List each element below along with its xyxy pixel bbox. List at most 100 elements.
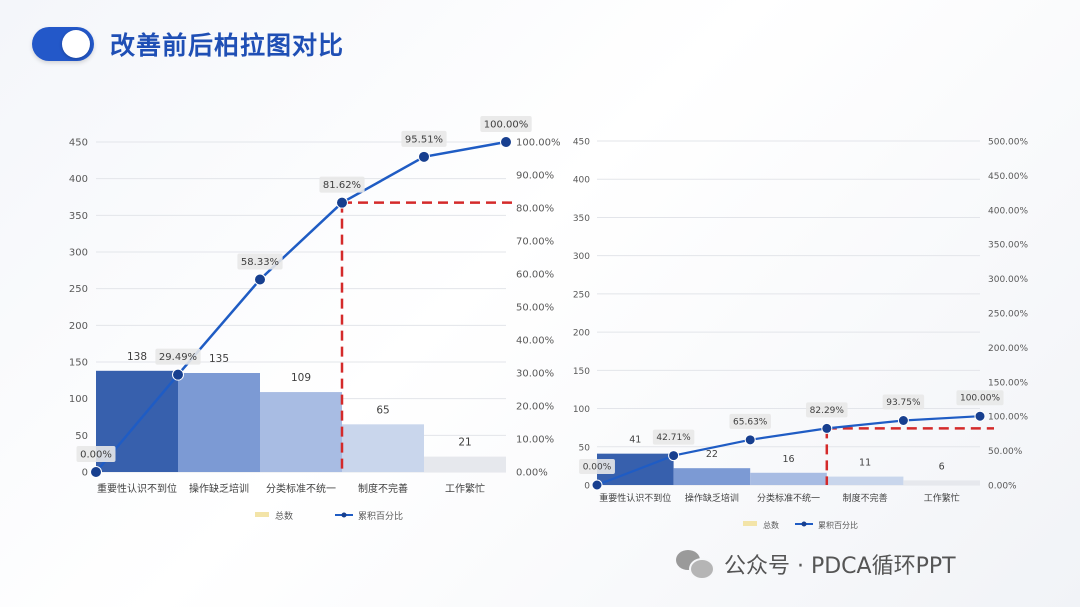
- chart2-cumulative-label-bg: [579, 459, 615, 474]
- chart1-legend-label-bar: 总数: [275, 510, 293, 522]
- chart1-y-tick-label: 200: [69, 321, 88, 332]
- chart2-y2-tick-label: 500.00%: [988, 138, 1028, 148]
- chart1-category-label: 工作繁忙: [445, 482, 485, 495]
- chart1-cumulative-label: 29.49%: [159, 352, 197, 363]
- chart2-y-tick-label: 250: [573, 290, 590, 300]
- chart2-bar: [673, 468, 751, 485]
- chart2-category-label: 重要性认识不到位: [599, 492, 671, 504]
- chart2-cumulative-label: 65.63%: [733, 417, 768, 427]
- chart2-legend-swatch-bar: [743, 521, 757, 526]
- chart2-y2-tick-label: 100.00%: [988, 413, 1028, 423]
- chart1-y2-tick-label: 100.00%: [516, 138, 561, 149]
- chart2-y-tick-label: 350: [573, 214, 590, 224]
- chart2-cumulative-label: 82.29%: [810, 406, 845, 416]
- chart2-cumulative-point: [591, 479, 603, 491]
- chart1-cumulative-label: 81.62%: [323, 180, 361, 191]
- chart2-cumulative-label: 100.00%: [960, 394, 1000, 404]
- chart1-bar: [260, 392, 342, 472]
- chart1-y2-tick-label: 10.00%: [516, 435, 554, 446]
- chart1-y2-tick-label: 30.00%: [516, 369, 554, 380]
- chart1-category-label: 重要性认识不到位: [97, 482, 177, 495]
- chart1-y-tick-label: 450: [69, 138, 88, 149]
- chart2-y2-tick-label: 200.00%: [988, 344, 1028, 354]
- chart2-category-label: 工作繁忙: [924, 492, 960, 504]
- chart2-y-tick-label: 150: [573, 367, 590, 377]
- chart1-bar: [424, 456, 506, 472]
- chart1-bar-value-label: 109: [291, 372, 311, 384]
- chart2-cumulative-label-bg: [806, 402, 848, 418]
- chart1-cumulative-label-bg: [319, 176, 365, 193]
- chart1-y2-tick-label: 90.00%: [516, 171, 554, 182]
- chart1-legend-label-line: 累积百分比: [358, 510, 403, 522]
- chart2-bar: [750, 472, 827, 485]
- chart1-bar: [178, 373, 260, 472]
- chart1-cumulative-point: [254, 273, 266, 286]
- chart2-cumulative-point: [897, 415, 909, 426]
- chart2-y2-tick-label: 300.00%: [988, 275, 1028, 285]
- chart2-y2-tick-label: 0.00%: [988, 482, 1017, 492]
- chart2-bar-value-label: 11: [859, 458, 871, 469]
- chart2-y-tick-label: 400: [573, 176, 590, 186]
- chart2-cumulative-label: 0.00%: [583, 463, 612, 473]
- chart1-y2-tick-label: 60.00%: [516, 270, 554, 281]
- chart1-y-tick-label: 100: [69, 394, 88, 405]
- chart1-cumulative-label-bg: [480, 116, 532, 132]
- chart1-y-tick-label: 250: [69, 284, 88, 295]
- chart1-y2-tick-label: 0.00%: [516, 468, 548, 479]
- chart1-y-tick-label: 300: [69, 248, 88, 259]
- chart1-bar-value-label: 135: [209, 353, 229, 365]
- chart1-bar-value-label: 138: [127, 351, 147, 363]
- chart2-category-label: 制度不完善: [843, 492, 888, 504]
- title-bar: 改善前后柏拉图对比: [32, 22, 344, 66]
- chart1-cumulative-label: 100.00%: [484, 120, 529, 131]
- chart2-bar-value-label: 16: [782, 454, 794, 465]
- chart1-y2-tick-label: 20.00%: [516, 402, 554, 413]
- chart1-y-tick-label: 400: [69, 174, 88, 185]
- chart1-y-tick-label: 0: [82, 468, 88, 479]
- chart1-y2-tick-label: 40.00%: [516, 336, 554, 347]
- chart1-cumulative-point: [500, 136, 512, 148]
- wechat-icon: [676, 548, 715, 580]
- chart2-y2-tick-label: 400.00%: [988, 206, 1028, 216]
- chart2-y-tick-label: 50: [579, 443, 591, 453]
- chart2-y2-tick-label: 50.00%: [988, 447, 1023, 457]
- chart2-cumulative-point: [668, 450, 680, 462]
- chart2-y-tick-label: 450: [573, 138, 590, 148]
- chart2-cumulative-line: [596, 415, 981, 487]
- chart2-category-label: 分类标准不统一: [757, 492, 820, 504]
- chart1-cumulative-label-bg: [76, 446, 116, 462]
- chart2-cumulative-point: [744, 434, 756, 446]
- chart2-y-tick-label: 300: [573, 252, 590, 262]
- chart2-cumulative-label: 93.75%: [886, 398, 921, 408]
- chart1-y2-tick-label: 50.00%: [516, 303, 554, 314]
- chart2-cumulative-point: [821, 422, 833, 434]
- chart1-cumulative-label-bg: [155, 348, 201, 365]
- chart2-y2-tick-label: 150.00%: [988, 378, 1028, 388]
- chart2-bar: [826, 476, 904, 485]
- chart1-cumulative-label: 58.33%: [241, 257, 279, 268]
- chart1-cumulative-label: 0.00%: [80, 450, 112, 461]
- chart1-cumulative-label-bg: [401, 130, 447, 147]
- chart2-cumulative-label-bg: [729, 413, 771, 429]
- chart2-y2-tick-label: 350.00%: [988, 241, 1028, 251]
- chart2-y2-tick-label: 450.00%: [988, 172, 1028, 182]
- chart1-y2-tick-label: 70.00%: [516, 237, 554, 248]
- chart2-cumulative-label-bg: [956, 390, 1004, 406]
- chart2-y-tick-label: 0: [584, 482, 590, 492]
- chart1-y-tick-label: 350: [69, 211, 88, 222]
- footer-account: 公众号 · PDCA循环PPT: [724, 554, 956, 579]
- footer-watermark: 公众号 · PDCA循环PPT: [676, 548, 956, 580]
- chart2-legend-label-line: 累积百分比: [818, 520, 858, 530]
- chart1-y-tick-label: 150: [69, 358, 88, 369]
- chart2-y-tick-label: 200: [573, 329, 590, 339]
- chart1-legend-swatch-marker: [341, 512, 347, 518]
- chart1-cumulative-point: [336, 196, 348, 209]
- chart2-legend-label-bar: 总数: [763, 520, 779, 530]
- chart2-bar: [903, 480, 980, 485]
- chart1-bar: [342, 424, 424, 472]
- chart1-y2-tick-label: 80.00%: [516, 204, 554, 215]
- chart1-category-label: 分类标准不统一: [266, 482, 336, 495]
- chart1-cumulative-label-bg: [237, 253, 283, 270]
- toggle-pill-icon: [32, 27, 94, 61]
